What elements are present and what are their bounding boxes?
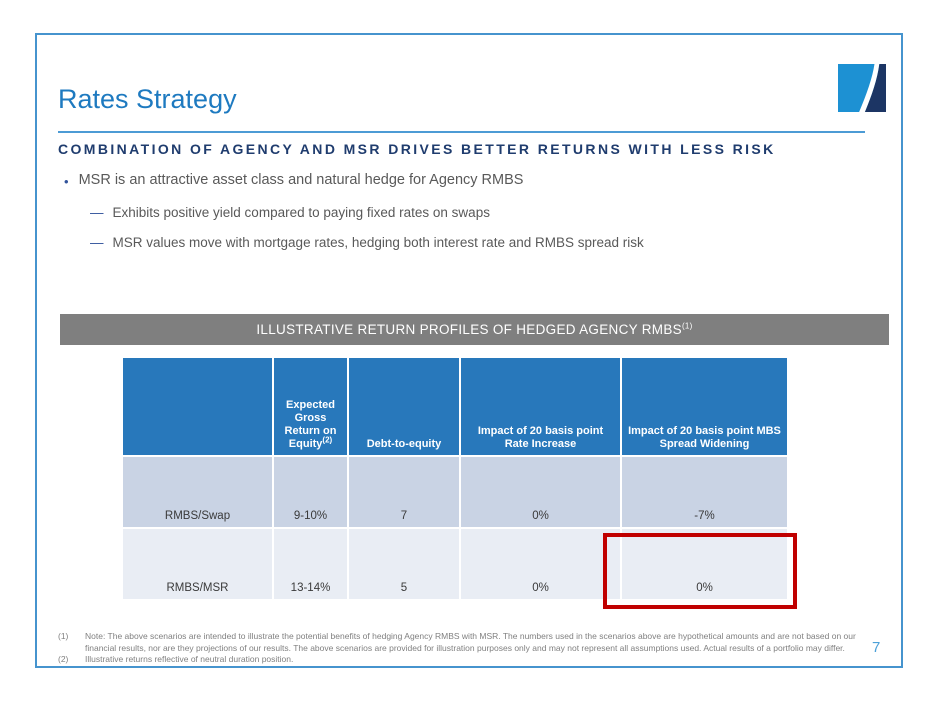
column-header-blank bbox=[123, 358, 272, 455]
return-profiles-table: Expected Gross Return on Equity(2) Debt-… bbox=[123, 358, 787, 599]
section-banner: ILLUSTRATIVE RETURN PROFILES OF HEDGED A… bbox=[60, 314, 889, 345]
table-cell: 9-10% bbox=[274, 457, 347, 527]
column-header-debt-to-equity: Debt-to-equity bbox=[349, 358, 459, 455]
banner-footnote-ref: (1) bbox=[681, 321, 693, 331]
footnote-number: (1) bbox=[58, 631, 69, 641]
company-logo-icon bbox=[838, 64, 886, 112]
dash-icon: — bbox=[90, 235, 104, 250]
highlight-box bbox=[603, 533, 797, 609]
title-divider bbox=[58, 131, 865, 133]
table-cell: 0% bbox=[461, 529, 620, 599]
footnote-2: (2) Illustrative returns reflective of n… bbox=[58, 654, 870, 666]
bullet-dot-icon: • bbox=[64, 174, 69, 189]
footnotes: (1) Note: The above scenarios are intend… bbox=[58, 631, 870, 666]
column-header-mbs-spread: Impact of 20 basis point MBS Spread Wide… bbox=[622, 358, 787, 455]
column-header-rate-increase: Impact of 20 basis point Rate Increase bbox=[461, 358, 620, 455]
table-cell: 13-14% bbox=[274, 529, 347, 599]
page-title: Rates Strategy bbox=[58, 84, 237, 114]
table-cell: 0% bbox=[622, 529, 787, 599]
sub-bullet-text-1: Exhibits positive yield compared to payi… bbox=[112, 205, 490, 220]
sub-bullet-text-2: MSR values move with mortgage rates, hed… bbox=[112, 235, 644, 250]
page-number: 7 bbox=[872, 639, 881, 656]
footnote-number: (2) bbox=[58, 654, 69, 664]
header-footnote-ref: (2) bbox=[322, 435, 333, 445]
column-header-expected-return: Expected Gross Return on Equity(2) bbox=[274, 358, 347, 455]
sub-bullet-item-2: — MSR values move with mortgage rates, h… bbox=[90, 235, 644, 250]
bullet-main-text: MSR is an attractive asset class and nat… bbox=[78, 172, 524, 188]
table-cell: 5 bbox=[349, 529, 459, 599]
banner-text: ILLUSTRATIVE RETURN PROFILES OF HEDGED A… bbox=[256, 321, 693, 337]
slide-subtitle: COMBINATION OF AGENCY AND MSR DRIVES BET… bbox=[58, 141, 776, 157]
footnote-text: Illustrative returns reflective of neutr… bbox=[85, 654, 294, 664]
table-cell: 7 bbox=[349, 457, 459, 527]
row-label-rmbs-msr: RMBS/MSR bbox=[123, 529, 272, 599]
row-label-rmbs-swap: RMBS/Swap bbox=[123, 457, 272, 527]
table-cell: -7% bbox=[622, 457, 787, 527]
dash-icon: — bbox=[90, 205, 104, 220]
sub-bullet-item-1: — Exhibits positive yield compared to pa… bbox=[90, 205, 490, 220]
bullet-item-main: • MSR is an attractive asset class and n… bbox=[64, 172, 523, 191]
footnote-text: Note: The above scenarios are intended t… bbox=[85, 631, 856, 653]
footnote-1: (1) Note: The above scenarios are intend… bbox=[58, 631, 870, 654]
table-cell: 0% bbox=[461, 457, 620, 527]
